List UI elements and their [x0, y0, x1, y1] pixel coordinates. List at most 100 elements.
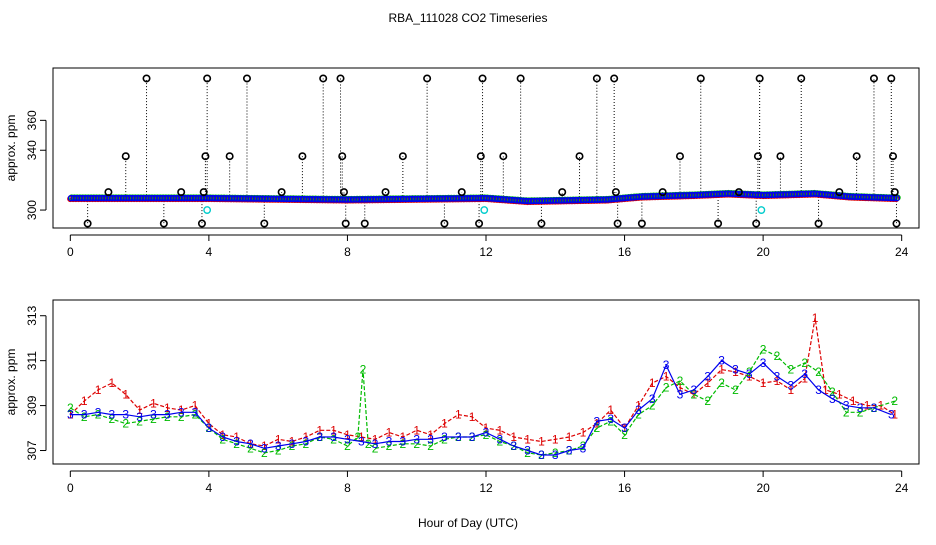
top-spike-point: [203, 74, 212, 83]
bottom-series-2-point: 2: [365, 437, 372, 451]
bottom-series-3-point: 3: [607, 412, 614, 426]
bottom-x-tick-label: 4: [206, 481, 213, 495]
top-spike-point: [592, 74, 601, 83]
bottom-series-1-point: 1: [850, 394, 857, 408]
bottom-series-2-point: 2: [524, 446, 531, 460]
bottom-series-1-point: 1: [774, 374, 781, 388]
bottom-series-1-point: 1: [524, 432, 531, 446]
bottom-series-1-point: 1: [760, 376, 767, 390]
top-x-tick-label: 24: [895, 245, 909, 259]
bottom-series-2-point: 2: [150, 412, 157, 426]
top-spike-point: [319, 74, 328, 83]
top-spike-point: [199, 188, 208, 197]
bottom-series-2-point: 2: [704, 394, 711, 408]
top-y-axis-label: approx. ppm: [4, 115, 18, 182]
bottom-series-1-point: 1: [552, 432, 559, 446]
bottom-series-3-point: 3: [787, 378, 794, 392]
top-spike-point: [197, 219, 206, 228]
bottom-series-3-point: 3: [746, 367, 753, 381]
bottom-series-2-point: 2: [136, 414, 143, 428]
bottom-series-2-point: 2: [354, 430, 361, 444]
bottom-series-1-point: 1: [441, 417, 448, 431]
bottom-series-1-point: 1: [836, 387, 843, 401]
top-spike-point: [696, 74, 705, 83]
bottom-series-2-point: 2: [289, 439, 296, 453]
bottom-series-2-point: 2: [649, 399, 656, 413]
bottom-series-2-point: 2: [891, 394, 898, 408]
bottom-series-1-point: 1: [261, 439, 268, 453]
top-spike-point: [658, 188, 667, 197]
bottom-series-2-point: 2: [857, 405, 864, 419]
bottom-series-2-point: 2: [552, 446, 559, 460]
bottom-series-3-point: 3: [275, 439, 282, 453]
top-spike-point: [890, 188, 899, 197]
bottom-series-1-point: 1: [891, 408, 898, 422]
top-spike-point: [869, 74, 878, 83]
top-spike-point: [797, 74, 806, 83]
bottom-series-3-point: 3: [524, 444, 531, 458]
bottom-series-1-point: 1: [787, 383, 794, 397]
bottom-series-1-point: 1: [469, 410, 476, 424]
bottom-series-1-point: 1: [372, 432, 379, 446]
bottom-x-tick-label: 12: [479, 481, 493, 495]
bottom-series-1-point: 1: [316, 423, 323, 437]
top-spike-point: [159, 219, 168, 228]
bottom-series-3-point: 3: [690, 383, 697, 397]
top-spike-point: [887, 74, 896, 83]
top-x-tick-label: 8: [344, 245, 351, 259]
bottom-series-1-point: 1: [344, 428, 351, 442]
bottom-series-2-point: 2: [67, 401, 74, 415]
bottom-series-1-point: 1: [358, 430, 365, 444]
bottom-y-axis-label: approx. ppm: [4, 349, 18, 416]
bottom-series-1-point: 1: [178, 403, 185, 417]
bottom-series-2-point: 2: [607, 414, 614, 428]
top-spike-point: [613, 219, 622, 228]
bottom-series-2-point: 2: [690, 387, 697, 401]
bottom-series-1-point: 1: [822, 383, 829, 397]
bottom-series-3-point: 3: [136, 410, 143, 424]
bottom-series-1-point: 1: [594, 417, 601, 431]
bottom-series-3-point: 3: [663, 358, 670, 372]
bottom-series-3-point: 3: [233, 435, 240, 449]
bottom-series-2-point: 2: [303, 437, 310, 451]
bottom-series-3-point: 3: [67, 408, 74, 422]
bottom-series-2-point: 2: [330, 432, 337, 446]
bottom-series-1-point: 1: [677, 381, 684, 395]
bottom-series-2-point: 2: [580, 439, 587, 453]
bottom-series-1-point: 1: [164, 401, 171, 415]
top-spike-point: [814, 219, 823, 228]
bottom-series-1-point: 1: [289, 435, 296, 449]
bottom-series-1-point: 1: [704, 376, 711, 390]
bottom-series-1-point: 1: [718, 363, 725, 377]
bottom-series-3-point: 3: [178, 405, 185, 419]
bottom-series-3-point: 3: [219, 430, 226, 444]
top-spike-point: [575, 152, 584, 161]
bottom-series-1-point: 1: [81, 394, 88, 408]
bottom-series-1-point: 1: [192, 399, 199, 413]
bottom-series-2-point: 2: [732, 383, 739, 397]
bottom-series-3-line: [70, 359, 892, 456]
chart-title: RBA_111028 CO2 Timeseries: [389, 11, 548, 25]
top-spike-point: [478, 74, 487, 83]
top-spike-point: [201, 152, 210, 161]
bottom-series-2-point: 2: [621, 428, 628, 442]
bottom-series-3-point: 3: [344, 432, 351, 446]
bottom-series-3-point: 3: [635, 403, 642, 417]
bottom-series-1-point: 1: [386, 426, 393, 440]
bottom-series-1-point: 1: [206, 417, 213, 431]
top-spike-point: [104, 188, 113, 197]
bottom-series-3-point: 3: [330, 430, 337, 444]
bottom-series-3-point: 3: [857, 401, 864, 415]
bottom-series-1-point: 1: [663, 369, 670, 383]
bottom-series-2-point: 2: [233, 437, 240, 451]
bottom-series-1-point: 1: [455, 408, 462, 422]
bottom-series-1-point: 1: [219, 428, 226, 442]
bottom-series-1-point: 1: [812, 311, 819, 325]
bottom-series-2-point: 2: [843, 405, 850, 419]
top-y-tick-label: 340: [25, 140, 39, 160]
bottom-series-2-point: 2: [164, 410, 171, 424]
bottom-series-3-point: 3: [95, 405, 102, 419]
bottom-series-3-point: 3: [497, 432, 504, 446]
bottom-series-2-point: 2: [413, 437, 420, 451]
bottom-series-3-point: 3: [760, 356, 767, 370]
